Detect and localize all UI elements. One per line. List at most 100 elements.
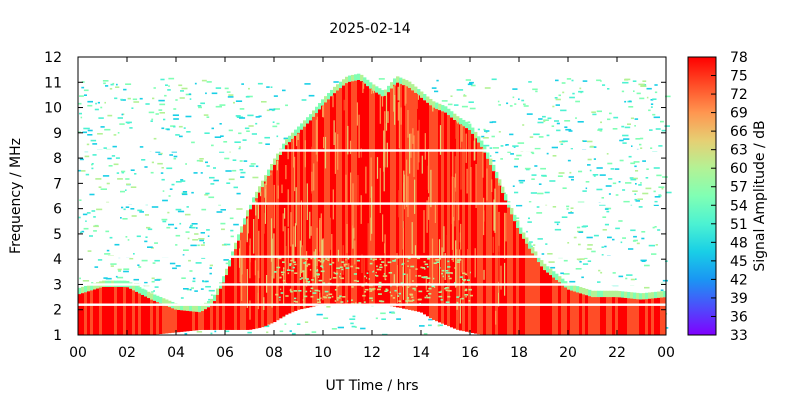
noise-cell [158,153,162,156]
noise-cell [512,88,518,90]
y-tick-label: 8 [53,151,62,167]
noise-cell [151,118,154,121]
noise-cell [528,81,532,83]
noise-cell [78,102,82,105]
noise-cell [536,212,543,214]
noise-cell [236,208,243,210]
fringe-cell [510,208,514,215]
noise-cell [640,85,647,87]
saturated-cell [516,227,520,335]
fringe-cell [429,98,433,106]
noise-cell [202,280,204,282]
noise-cell [83,89,89,92]
noise-cell [646,96,649,99]
streak-cell [397,86,399,101]
fringe-cell [606,290,610,298]
patch-cell [364,288,369,291]
noise-cell [118,270,121,272]
noise-cell [489,155,492,157]
patch-cell [377,288,381,291]
noise-cell [535,90,538,93]
streak-cell [385,95,388,131]
noise-cell [200,102,205,105]
patch-cell [468,300,471,302]
patch-cell [428,282,430,284]
patch-cell [388,272,393,274]
patch-cell [316,298,321,301]
noise-cell [96,208,103,211]
gap-line [78,149,666,152]
noise-cell [515,220,520,222]
noise-cell [159,112,165,114]
streak-cell [306,251,308,287]
noise-cell [110,83,114,86]
saturated-cell [573,291,577,335]
noise-cell [93,216,96,218]
fringe-cell [288,135,292,143]
saturated-cell [150,299,154,335]
fringe-cell [303,120,307,127]
noise-cell [635,278,637,280]
noise-cell [133,101,140,103]
patch-cell [320,270,325,273]
saturated-cell [462,126,466,332]
noise-cell [197,105,202,107]
noise-cell [151,161,154,164]
patch-cell [447,260,450,263]
noise-cell [266,86,270,88]
streak-cell [460,124,462,150]
fringe-cell [591,290,595,298]
y-tick-label: 7 [53,176,62,192]
noise-cell [578,243,581,246]
saturated-cell [471,133,475,333]
noise-cell [151,206,159,208]
saturated-cell [627,298,631,335]
saturated-cell [393,84,397,307]
fringe-cell [426,96,430,103]
noise-cell [182,254,185,256]
gap-lines [78,149,666,306]
fringe-cell [249,202,253,210]
noise-cell [175,234,181,237]
patch-cell [396,285,399,287]
fringe-cell [270,164,274,171]
patch-cell [379,266,383,269]
noise-cell [578,90,584,93]
patch-cell [358,302,362,304]
streak-cell [290,212,292,247]
noise-cell [534,165,538,167]
noise-cell [133,253,135,255]
noise-cell [514,191,519,194]
noise-cell [599,204,606,206]
x-tick-label: 00 [69,345,87,361]
noise-cell [238,148,241,150]
patch-cell [448,290,452,292]
saturated-cell [210,305,214,330]
streak-cell [382,214,384,242]
patch-cell [303,262,306,264]
saturated-cell [174,309,178,333]
patch-cell [318,290,321,292]
noise-cell [214,136,222,138]
noise-cell [250,163,256,165]
noise-cell [637,198,643,200]
noise-cell [133,278,139,281]
saturated-cell [396,82,400,308]
noise-cell [265,143,270,145]
noise-cell [112,145,117,148]
noise-cell [562,91,565,94]
fringe-cell [378,88,382,95]
noise-cell [514,158,519,160]
streak-cell [470,167,472,204]
noise-cell [93,230,97,232]
noise-cell [219,104,226,106]
fringe-cell [93,283,97,290]
noise-cell [152,262,156,264]
streak-cell [475,164,477,208]
streak-cell [293,138,295,168]
streak-cell [376,157,379,179]
patch-cell [438,291,442,293]
streak-cell [257,270,259,310]
noise-cell [489,121,493,124]
noise-cell [354,326,357,328]
